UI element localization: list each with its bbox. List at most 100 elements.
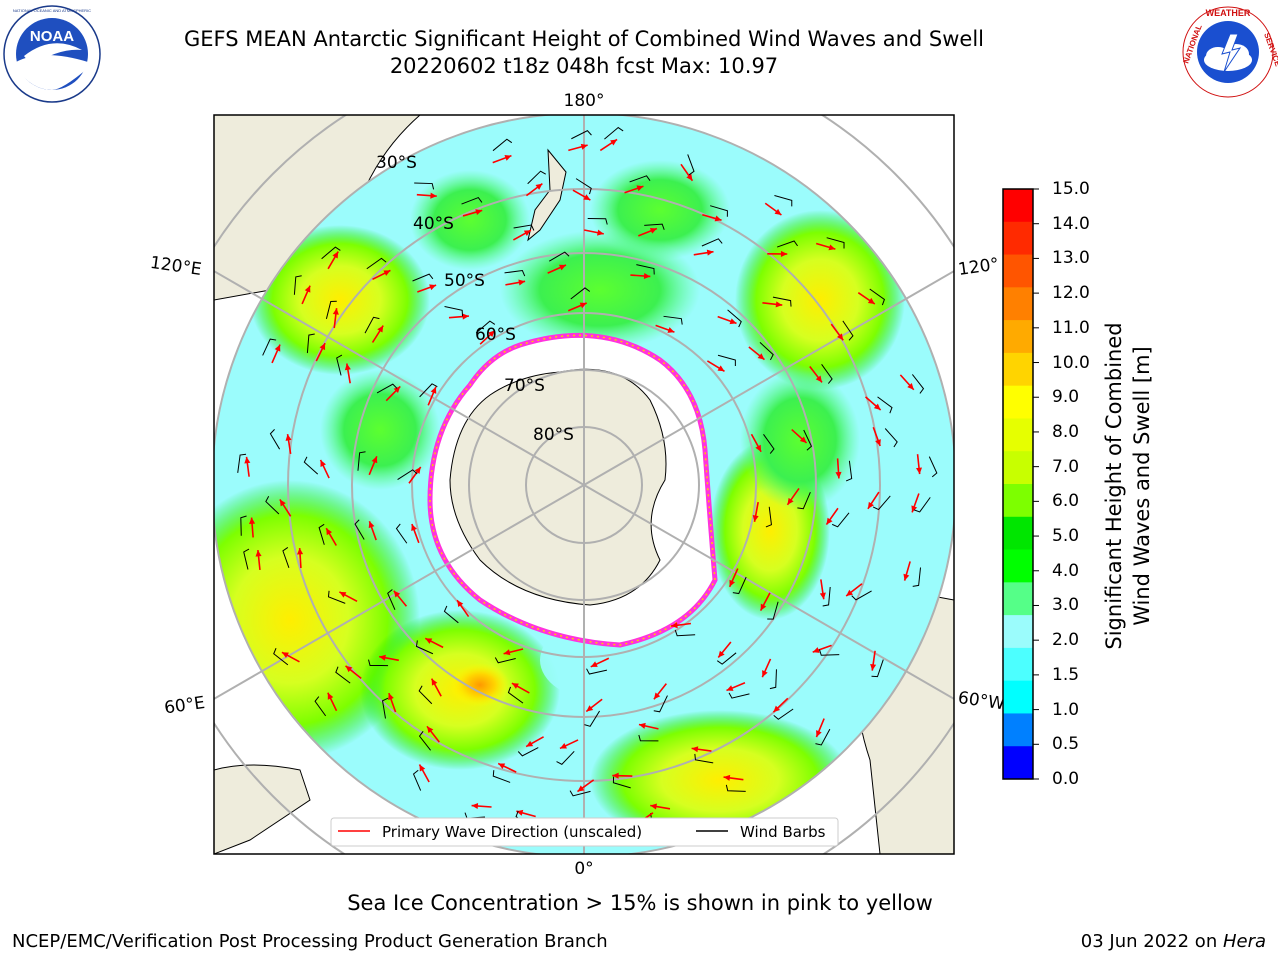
- wave-direction-arrowhead: [583, 194, 591, 201]
- wind-barb: [644, 223, 665, 230]
- wind-barb: [773, 708, 794, 720]
- svg-text:NOAA: NOAA: [30, 28, 74, 45]
- wave-direction-legend-label: Primary Wave Direction (unscaled): [382, 823, 642, 841]
- wave-direction-arrowhead: [819, 592, 826, 600]
- wave-direction-arrowhead: [430, 386, 437, 394]
- wind-barb: [364, 316, 380, 334]
- wave-direction-arrowhead: [344, 363, 351, 371]
- wind-barb: [653, 695, 668, 713]
- colorbar-tick-label: 10.0: [1052, 352, 1090, 373]
- lat-label-80s: 80°S: [533, 425, 574, 445]
- footer-date: 03 Jun 2022 on Hera: [1080, 931, 1266, 952]
- wave-direction-arrowhead: [285, 434, 292, 441]
- wind-barb: [776, 240, 798, 248]
- wave-direction-arrowhead: [297, 548, 304, 555]
- wind-barb: [325, 300, 337, 320]
- wave-direction-arrowhead: [368, 521, 375, 529]
- wave-direction-arrowhead: [274, 344, 281, 352]
- wave-direction-arrowhead: [580, 143, 588, 150]
- wave-direction-arrowhead: [729, 318, 737, 325]
- colorbar-tick-label: 5.0: [1052, 526, 1080, 547]
- wave-direction-arrowhead: [279, 499, 286, 507]
- wind-barb: [381, 697, 389, 719]
- wave-direction-arrowhead: [773, 705, 781, 713]
- wind-barb: [443, 605, 459, 624]
- wave-direction-arrowhead: [332, 251, 339, 259]
- wave-direction-arrowhead: [255, 550, 262, 557]
- wind-barb: [494, 657, 516, 664]
- wind-barb: [663, 315, 683, 325]
- wind-barb: [587, 218, 608, 225]
- wave-direction-arrowhead: [867, 501, 874, 509]
- chart-title: GEFS MEAN Antarctic Significant Height o…: [183, 27, 985, 51]
- svg-text:NATIONAL OCEANIC AND ATMOSPHER: NATIONAL OCEANIC AND ATMOSPHERIC: [13, 8, 91, 13]
- wind-barb: [366, 257, 387, 270]
- wind-barb: [243, 548, 250, 570]
- colorbar-bin: [1003, 484, 1033, 518]
- wind-barb: [638, 734, 659, 742]
- wave-direction-arrowhead: [755, 444, 762, 452]
- colorbar-tick-label: 3.0: [1052, 595, 1080, 616]
- wave-direction-arrowhead: [332, 308, 339, 315]
- wave-direction-arrowhead: [559, 743, 567, 749]
- colorbar-bin: [1003, 418, 1033, 452]
- colorbar: [1002, 188, 1039, 780]
- wave-direction-arrowhead: [714, 215, 722, 222]
- wind-barb: [728, 692, 750, 699]
- wave-direction-arrowhead: [304, 285, 311, 293]
- wind-barb: [604, 126, 624, 140]
- wind-barb: [293, 275, 302, 295]
- wind-barb: [414, 182, 435, 190]
- land-antarctica: [449, 368, 667, 606]
- lon-label-right-lower: 60°W: [957, 688, 1006, 714]
- wind-barb: [282, 547, 290, 568]
- colorbar-tick-label: 8.0: [1052, 421, 1080, 442]
- wind-barb: [412, 769, 422, 791]
- wave-direction-arrowhead: [339, 591, 347, 598]
- wind-barb: [928, 456, 938, 478]
- wave-direction-arrowhead: [775, 301, 783, 308]
- wave-direction-arrowhead: [281, 652, 289, 658]
- wind-barb: [818, 649, 840, 656]
- nws-logo: WEATHER NATIONAL SERVICE: [1181, 6, 1278, 98]
- wave-direction-arrowhead: [503, 649, 511, 656]
- map-legend: Primary Wave Direction (unscaled) Wind B…: [330, 817, 839, 847]
- wind-barb: [265, 496, 280, 515]
- sea-ice-note: Sea Ice Concentration > 15% is shown in …: [347, 891, 933, 915]
- noaa-logo: NOAA NATIONAL OCEANIC AND ATMOSPHERIC: [3, 5, 101, 103]
- colorbar-tick-label: 1.0: [1052, 699, 1080, 720]
- wave-direction-arrowhead: [643, 272, 651, 280]
- wind-barb: [507, 686, 524, 704]
- wind-barb: [586, 668, 608, 675]
- colorbar-tick-label: 7.0: [1052, 456, 1080, 477]
- wind-barb: [845, 460, 853, 482]
- lon-label-top: 180°: [564, 91, 605, 111]
- colorbar-bin: [1003, 221, 1033, 256]
- wave-direction-arrowhead: [379, 654, 386, 661]
- wind-barb: [763, 434, 775, 454]
- wind-barb: [772, 296, 792, 307]
- wind-barb: [397, 469, 418, 481]
- wind-barb: [831, 512, 850, 528]
- wind-barb: [395, 523, 408, 544]
- wave-direction-arrowhead: [345, 665, 353, 673]
- colorbar-bin: [1003, 287, 1033, 321]
- wave-direction-arrowhead: [319, 343, 326, 351]
- wave-direction-arrowhead: [653, 692, 661, 700]
- svg-text:WEATHER: WEATHER: [1206, 8, 1251, 18]
- wave-direction-arrowhead: [535, 183, 543, 190]
- wave-direction-arrowhead: [780, 250, 788, 257]
- wind-barb: [262, 338, 277, 356]
- footer-credit: NCEP/EMC/Verification Post Processing Pr…: [12, 931, 608, 952]
- wind-barb: [913, 497, 931, 513]
- wave-direction-arrowhead: [425, 638, 433, 644]
- wave-direction-arrowhead: [835, 471, 842, 479]
- wind-barb: [569, 790, 591, 797]
- wave-direction-arrowhead: [671, 622, 678, 629]
- wind-barb: [273, 648, 289, 666]
- wind-barb: [826, 237, 845, 249]
- colorbar-bin: [1003, 680, 1033, 714]
- wave-direction-arrowhead: [903, 573, 910, 581]
- colorbar-bin: [1003, 189, 1033, 223]
- wind-barb: [368, 659, 389, 667]
